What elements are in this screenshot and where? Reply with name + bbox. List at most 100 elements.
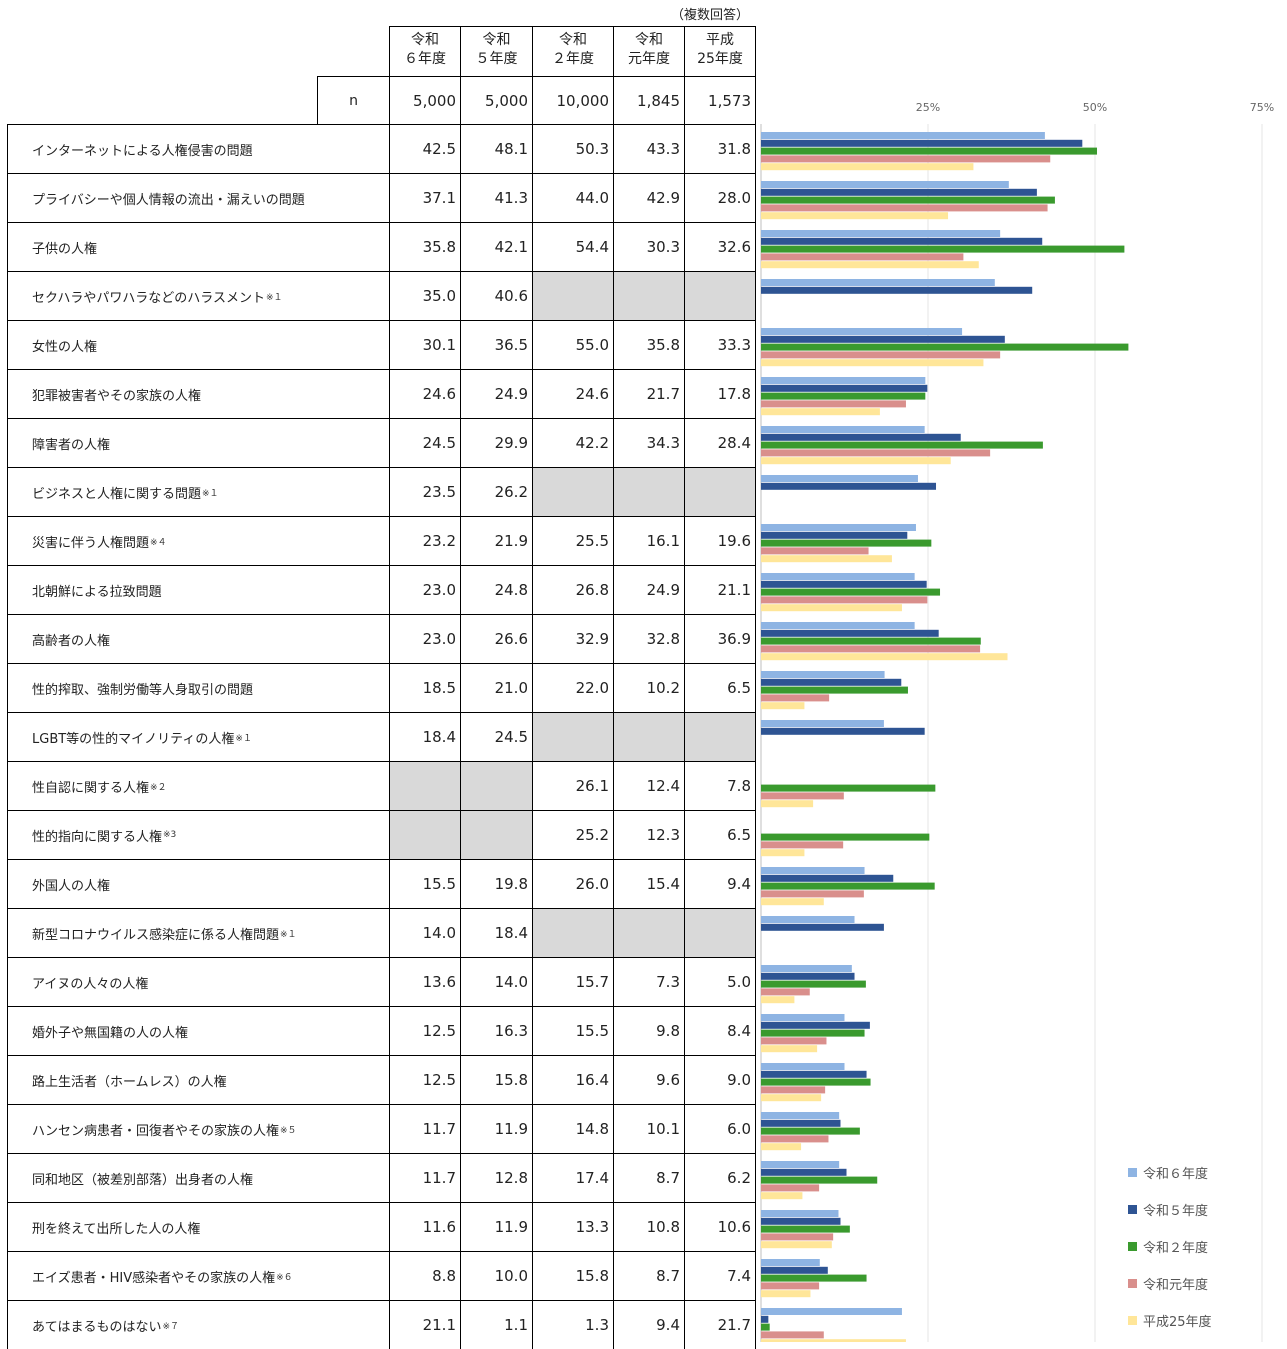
value-cell: 8.8	[389, 1251, 460, 1300]
value-cell: 17.4	[532, 1153, 613, 1202]
bar-2	[761, 874, 894, 882]
empty-cell	[613, 271, 684, 320]
value-cell: 48.1	[460, 124, 532, 173]
value-cell: 24.6	[389, 369, 460, 418]
value-cell: 41.3	[460, 173, 532, 222]
row-label: 新型コロナウイルス感染症に係る人権問題 ※１	[7, 908, 389, 957]
bar-1	[761, 1161, 840, 1168]
bar-2	[761, 237, 1043, 245]
bar-2	[761, 580, 927, 588]
empty-cell	[532, 271, 613, 320]
bar-1	[761, 1063, 845, 1070]
row-label: セクハラやパワハラなどのハラスメント ※１	[7, 271, 389, 320]
n-value: 10,000	[532, 76, 613, 124]
bar-2	[761, 335, 1005, 343]
row-label-text: 犯罪被害者やその家族の人権	[32, 388, 202, 404]
bar-4	[761, 1037, 827, 1045]
row-label-text: 外国人の人権	[32, 878, 111, 894]
value-cell: 21.0	[460, 663, 532, 712]
row-label: 障害者の人権	[7, 418, 389, 467]
empty-cell	[532, 467, 613, 516]
value-cell: 19.8	[460, 859, 532, 908]
legend-swatch	[1128, 1242, 1137, 1251]
bar-5	[761, 1290, 811, 1298]
bar-5	[761, 1143, 802, 1151]
row-label: 性的指向に関する人権 ※3	[7, 810, 389, 859]
value-cell: 44.0	[532, 173, 613, 222]
empty-cell	[684, 712, 756, 761]
bar-1	[761, 475, 918, 482]
value-cell: 50.3	[532, 124, 613, 173]
bar-3	[761, 539, 932, 547]
row-label: インターネットによる人権侵害の問題	[7, 124, 389, 173]
row-label-text: アイヌの人々の人権	[32, 976, 149, 992]
value-cell: 7.3	[613, 957, 684, 1006]
bar-4	[761, 1086, 826, 1094]
bar-4	[761, 253, 964, 261]
value-cell: 14.0	[389, 908, 460, 957]
bar-4	[761, 694, 830, 702]
row-label-text: 性的指向に関する人権	[32, 829, 163, 845]
empty-cell	[460, 810, 532, 859]
legend-item: 令和５年度	[1128, 1191, 1278, 1228]
bar-5	[761, 408, 880, 416]
bar-1	[761, 279, 995, 286]
row-label: 北朝鮮による拉致問題	[7, 565, 389, 614]
row-label: 刑を終えて出所した人の人権	[7, 1202, 389, 1251]
bar-5	[761, 849, 805, 857]
row-label-text: 女性の人権	[32, 339, 98, 355]
value-cell: 42.1	[460, 222, 532, 271]
bar-3	[761, 882, 935, 890]
value-cell: 9.4	[613, 1300, 684, 1349]
value-cell: 25.2	[532, 810, 613, 859]
bar-5	[761, 604, 902, 612]
value-cell: 32.8	[613, 614, 684, 663]
value-cell: 43.3	[613, 124, 684, 173]
bar-3	[761, 196, 1055, 204]
bar-1	[761, 965, 852, 972]
legend-item: 令和元年度	[1128, 1265, 1278, 1302]
bar-1	[761, 230, 1001, 237]
bar-3	[761, 245, 1125, 253]
value-cell: 30.3	[613, 222, 684, 271]
value-cell: 16.4	[532, 1055, 613, 1104]
bar-2	[761, 188, 1037, 196]
value-cell: 11.6	[389, 1202, 460, 1251]
bar-4	[761, 547, 869, 555]
value-cell: 7.8	[684, 761, 756, 810]
bar-1	[761, 1014, 845, 1021]
value-cell: 14.0	[460, 957, 532, 1006]
bar-5	[761, 212, 949, 220]
n-label: n	[317, 76, 389, 124]
row-label-text: 北朝鮮による拉致問題	[32, 584, 162, 600]
value-cell: 1.3	[532, 1300, 613, 1349]
value-cell: 37.1	[389, 173, 460, 222]
value-cell: 5.0	[684, 957, 756, 1006]
value-cell: 23.0	[389, 614, 460, 663]
value-cell: 34.3	[613, 418, 684, 467]
n-value: 5,000	[389, 76, 460, 124]
bar-4	[761, 645, 981, 653]
bar-2	[761, 1119, 841, 1127]
value-cell: 10.8	[613, 1202, 684, 1251]
bar-5	[761, 996, 795, 1004]
value-cell: 24.6	[532, 369, 613, 418]
value-cell: 11.7	[389, 1153, 460, 1202]
legend-swatch	[1128, 1279, 1137, 1288]
bar-2	[761, 923, 884, 931]
legend-swatch	[1128, 1316, 1137, 1325]
bar-5	[761, 457, 951, 465]
value-cell: 9.4	[684, 859, 756, 908]
empty-cell	[684, 271, 756, 320]
value-cell: 21.7	[613, 369, 684, 418]
bar-5	[761, 653, 1008, 661]
bar-3	[761, 588, 941, 596]
bar-4	[761, 890, 864, 898]
column-header: 平成 25年度	[684, 26, 756, 76]
value-cell: 40.6	[460, 271, 532, 320]
row-label-text: あてはまるものはない	[32, 1319, 162, 1335]
value-cell: 10.1	[613, 1104, 684, 1153]
value-cell: 16.1	[613, 516, 684, 565]
row-label-text: 同和地区（被差別部落）出身者の人権	[32, 1172, 254, 1188]
